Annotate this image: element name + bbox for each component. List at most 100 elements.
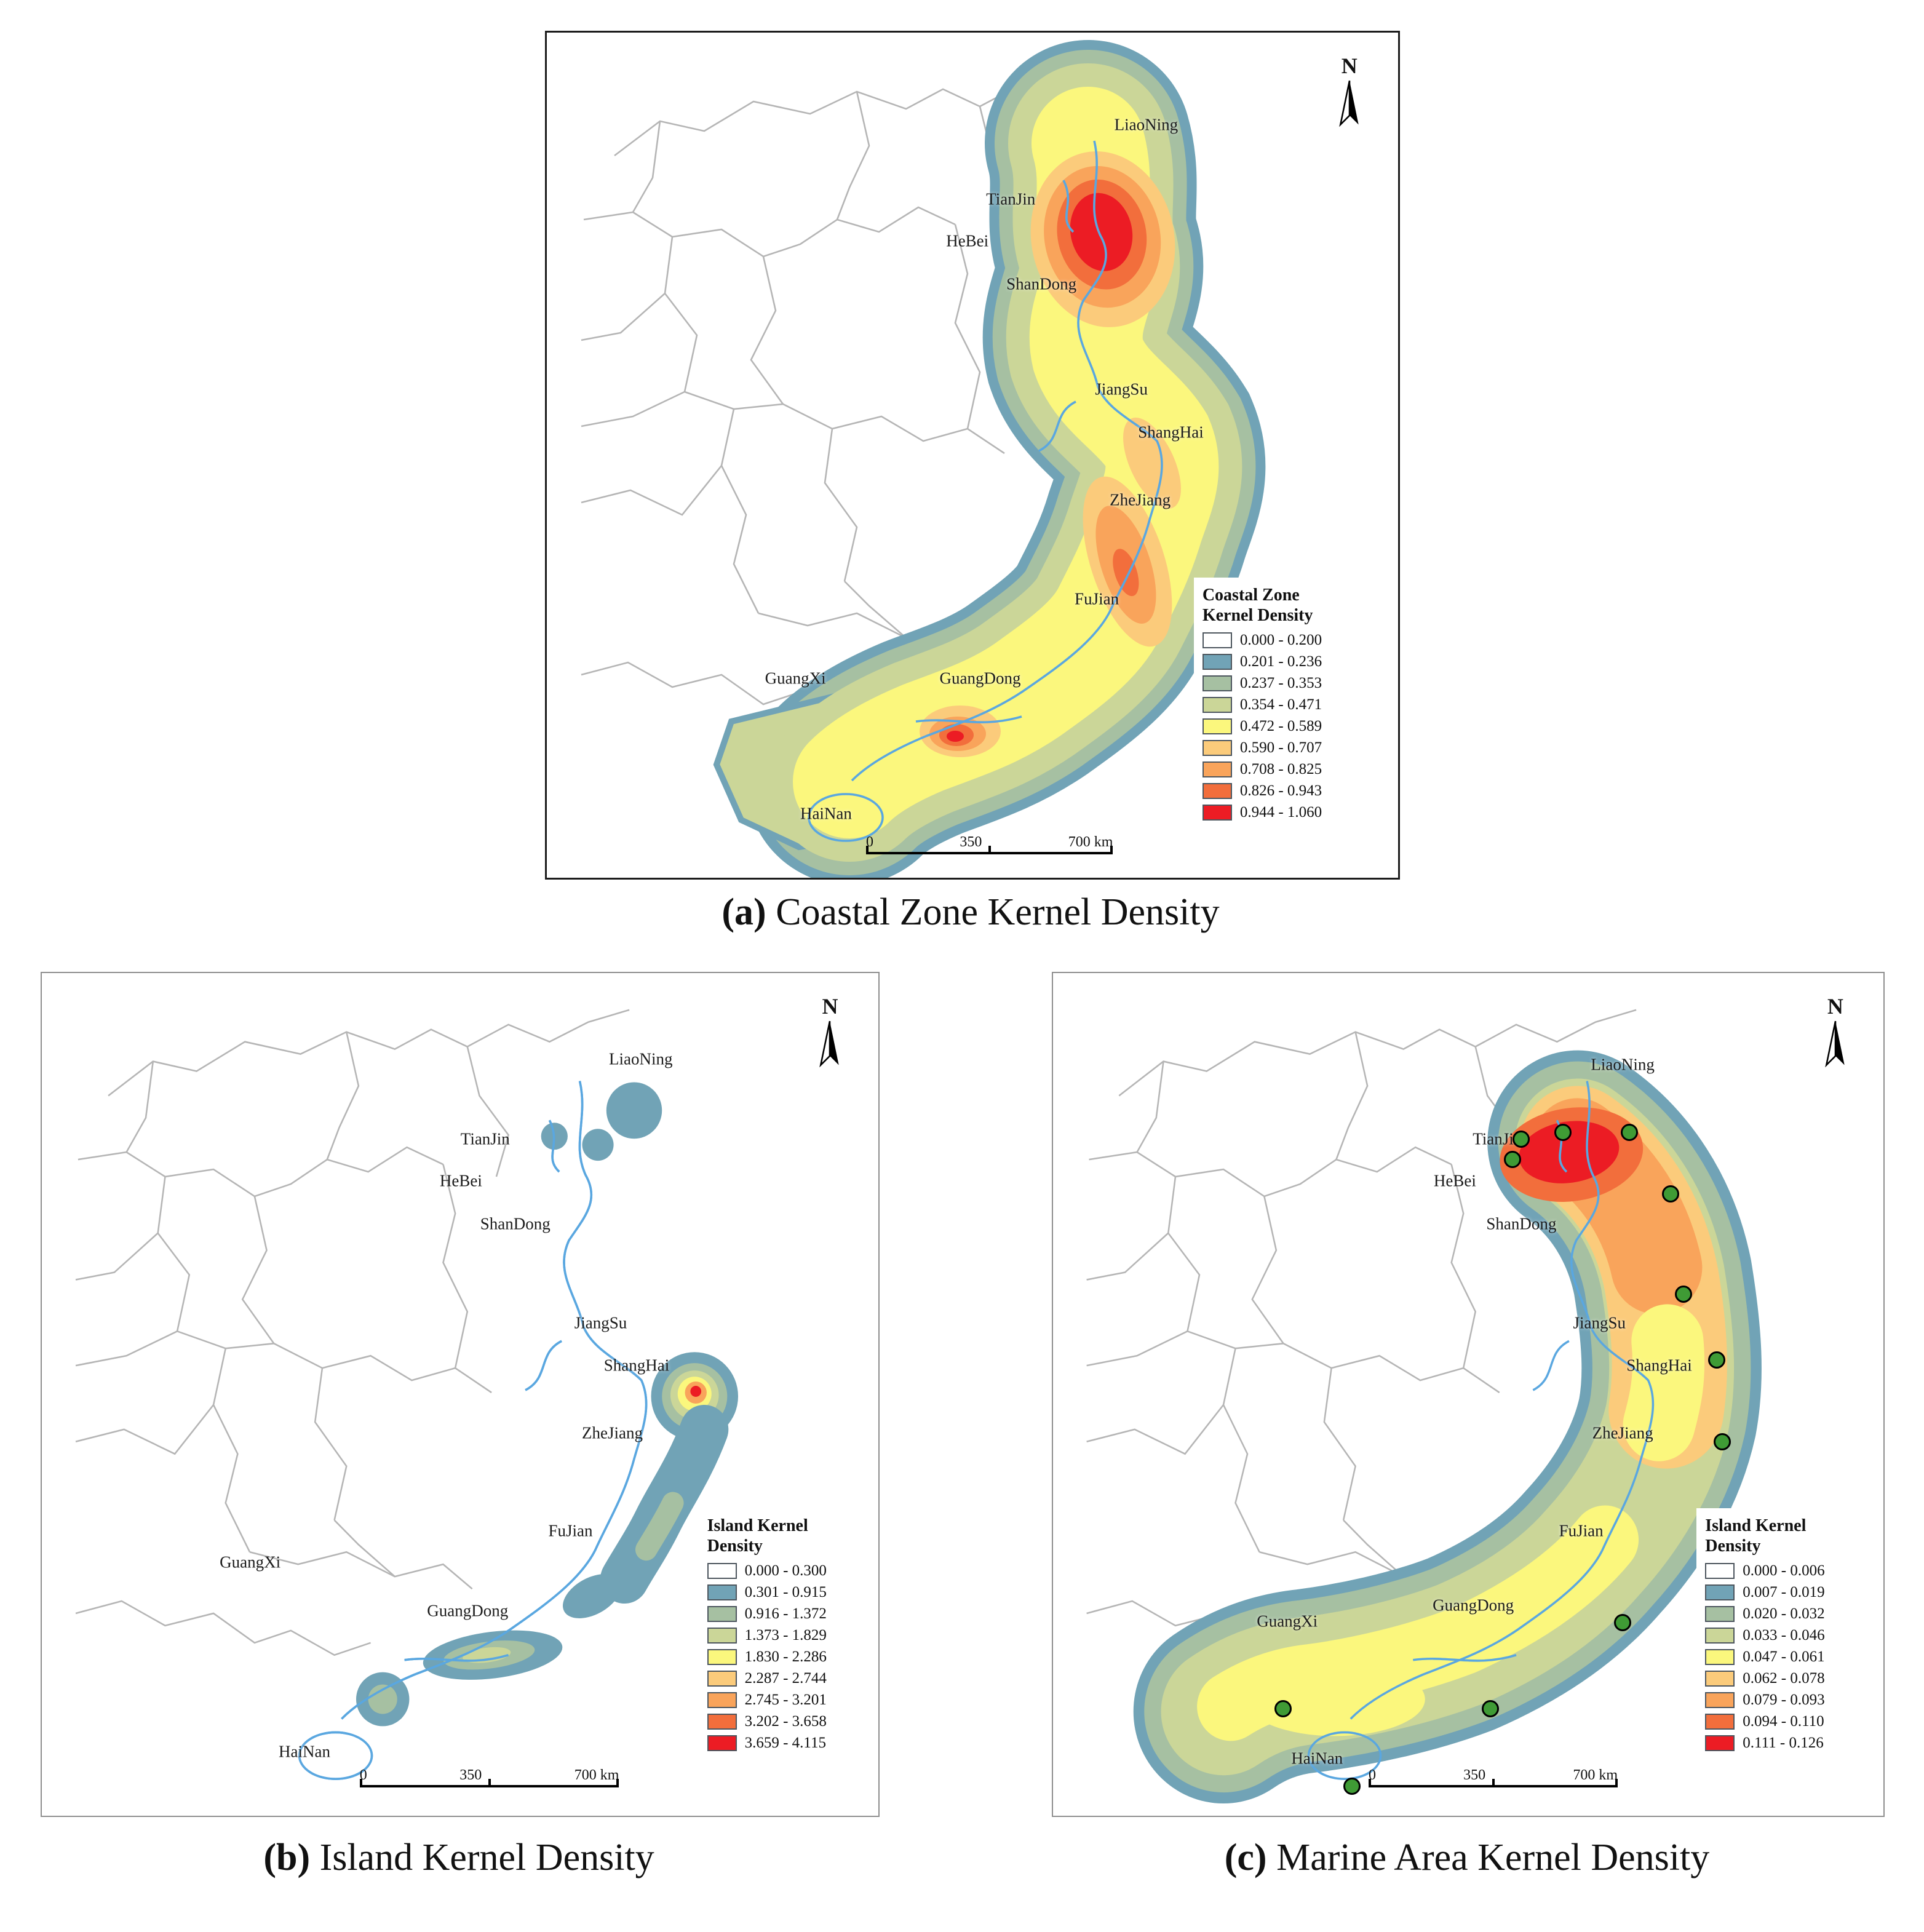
legend-range-label: 1.373 - 1.829 (744, 1627, 827, 1644)
legend-range-label: 0.007 - 0.019 (1743, 1584, 1825, 1600)
legend-range-label: 0.916 - 1.372 (744, 1605, 827, 1622)
hotspot-zhejiang (1083, 476, 1172, 647)
caption-c-title: Marine Area Kernel Density (1276, 1837, 1710, 1878)
legend-row: 0.007 - 0.019 (1705, 1584, 1825, 1601)
legend-row: 0.826 - 0.943 (1202, 782, 1322, 800)
scale-bar: 0 350 700 km (866, 834, 1113, 863)
legend-island: Island Kernel Density 0.000 - 0.300 0.301 -… (698, 1508, 835, 1763)
legend-title: Coastal Zone Kernel Density (1202, 586, 1313, 626)
legend-row: 3.202 - 3.658 (707, 1713, 827, 1730)
legend-swatch (707, 1649, 737, 1665)
legend-swatch (1202, 718, 1232, 735)
legend-row: 1.830 - 2.286 (707, 1648, 827, 1666)
legend-swatch (707, 1671, 737, 1687)
legend-range-label: 3.202 - 3.658 (744, 1713, 827, 1730)
legend-range-label: 0.000 - 0.300 (744, 1562, 827, 1579)
legend-range-label: 0.062 - 0.078 (1743, 1670, 1825, 1687)
legend-swatch (707, 1628, 737, 1644)
legend-swatch (1202, 654, 1232, 670)
legend-swatch (707, 1606, 737, 1622)
map-panel-coastal-zone: LiaoNing TianJin HeBei ShanDong JiangSu Shang… (545, 31, 1400, 880)
legend-swatch (707, 1584, 737, 1600)
caption-b: (b) Island Kernel Density (41, 1836, 877, 1880)
legend-swatch (1705, 1714, 1735, 1730)
legend-swatch (1705, 1671, 1735, 1687)
legend-range-label: 0.000 - 0.200 (1239, 632, 1322, 649)
north-arrow: N (808, 995, 851, 1075)
legend-swatch (1705, 1584, 1735, 1600)
legend-row: 0.201 - 0.236 (1202, 653, 1322, 670)
legend-title: Island Kernel Density (707, 1516, 808, 1556)
north-arrow: N (1328, 55, 1371, 134)
map-image-coastal-zone (581, 33, 1398, 878)
caption-c: (c) Marine Area Kernel Density (1052, 1836, 1882, 1880)
legend-range-label: 0.201 - 0.236 (1239, 653, 1322, 670)
legend-row: 0.000 - 0.300 (707, 1562, 827, 1580)
legend-row: 0.590 - 0.707 (1202, 739, 1322, 757)
scalebar-label: 350 (1463, 1767, 1486, 1783)
legend-range-label: 3.659 - 4.115 (744, 1735, 826, 1751)
legend-range-label: 0.826 - 0.943 (1239, 782, 1322, 800)
legend-swatch (1202, 740, 1232, 757)
legend-swatch (707, 1735, 737, 1751)
legend-row: 0.237 - 0.353 (1202, 675, 1322, 692)
legend-row: 1.373 - 1.829 (707, 1627, 827, 1644)
scalebar-label: 700 km (1068, 833, 1113, 850)
legend-range-label: 2.287 - 2.744 (744, 1670, 827, 1687)
caption-a-letter: (a) (722, 891, 766, 933)
legend-range-label: 0.033 - 0.046 (1743, 1627, 1825, 1644)
legend-swatch (1202, 805, 1232, 821)
legend-row: 0.079 - 0.093 (1705, 1691, 1825, 1709)
scalebar-line (1369, 1778, 1618, 1796)
coastline (808, 140, 1163, 842)
legend-row: 0.094 - 0.110 (1705, 1713, 1824, 1730)
legend-row: 0.111 - 0.126 (1705, 1735, 1824, 1752)
legend-row: 0.472 - 0.589 (1202, 718, 1322, 735)
north-label: N (822, 993, 838, 1019)
scalebar-label: 700 km (1573, 1767, 1618, 1783)
hotspot-guangdong (908, 694, 1017, 763)
scalebar-line (359, 1778, 619, 1796)
legend-row: 0.944 - 1.060 (1202, 804, 1322, 821)
legend-swatch (707, 1714, 737, 1730)
scalebar-label: 700 km (574, 1767, 619, 1783)
legend-swatch (1202, 697, 1232, 714)
legend-range-label: 2.745 - 3.201 (744, 1691, 827, 1708)
map-image-island (74, 1009, 752, 1780)
legend-row: 0.047 - 0.061 (1705, 1648, 1825, 1666)
caption-b-letter: (b) (263, 1837, 311, 1878)
legend-row: 2.287 - 2.744 (707, 1670, 827, 1687)
legend-swatch (1705, 1649, 1735, 1665)
legend-swatch (1705, 1606, 1735, 1622)
legend-swatch (1705, 1692, 1735, 1708)
legend-row: 3.659 - 4.115 (707, 1735, 827, 1752)
legend-range-label: 0.237 - 0.353 (1239, 675, 1322, 692)
legend-row: 0.033 - 0.046 (1705, 1627, 1825, 1644)
legend-range-label: 0.354 - 0.471 (1239, 696, 1322, 714)
legend-row: 0.000 - 0.200 (1202, 632, 1322, 649)
legend-swatch (707, 1563, 737, 1579)
legend-row: 0.000 - 0.006 (1705, 1562, 1825, 1580)
legend-row: 0.354 - 0.471 (1202, 696, 1322, 714)
legend-coastal-zone: Coastal Zone Kernel Density 0.000 - 0.200 0… (1193, 578, 1331, 833)
legend-range-label: 0.079 - 0.093 (1743, 1691, 1825, 1708)
legend-swatch (1202, 632, 1232, 649)
map-image-marine-area (1086, 1009, 1883, 1816)
legend-swatch (707, 1692, 737, 1708)
legend-range-label: 0.020 - 0.032 (1743, 1605, 1825, 1622)
legend-range-label: 0.047 - 0.061 (1743, 1648, 1825, 1665)
north-label: N (1827, 993, 1843, 1019)
scale-bar: 0 350 700 km (1369, 1767, 1618, 1796)
legend-row: 0.020 - 0.032 (1705, 1605, 1825, 1623)
legend-range-label: 0.094 - 0.110 (1743, 1713, 1824, 1730)
legend-range-label: 0.708 - 0.825 (1239, 761, 1322, 778)
legend-range-label: 0.590 - 0.707 (1239, 739, 1322, 757)
legend-swatch (1705, 1628, 1735, 1644)
province-boundaries (581, 68, 1145, 718)
legend-row: 0.301 - 0.915 (707, 1584, 827, 1601)
north-arrow-icon (1338, 80, 1359, 127)
caption-c-letter: (c) (1224, 1837, 1267, 1878)
legend-swatch (1705, 1735, 1735, 1751)
caption-a-title: Coastal Zone Kernel Density (776, 891, 1220, 933)
legend-swatch (1202, 761, 1232, 778)
